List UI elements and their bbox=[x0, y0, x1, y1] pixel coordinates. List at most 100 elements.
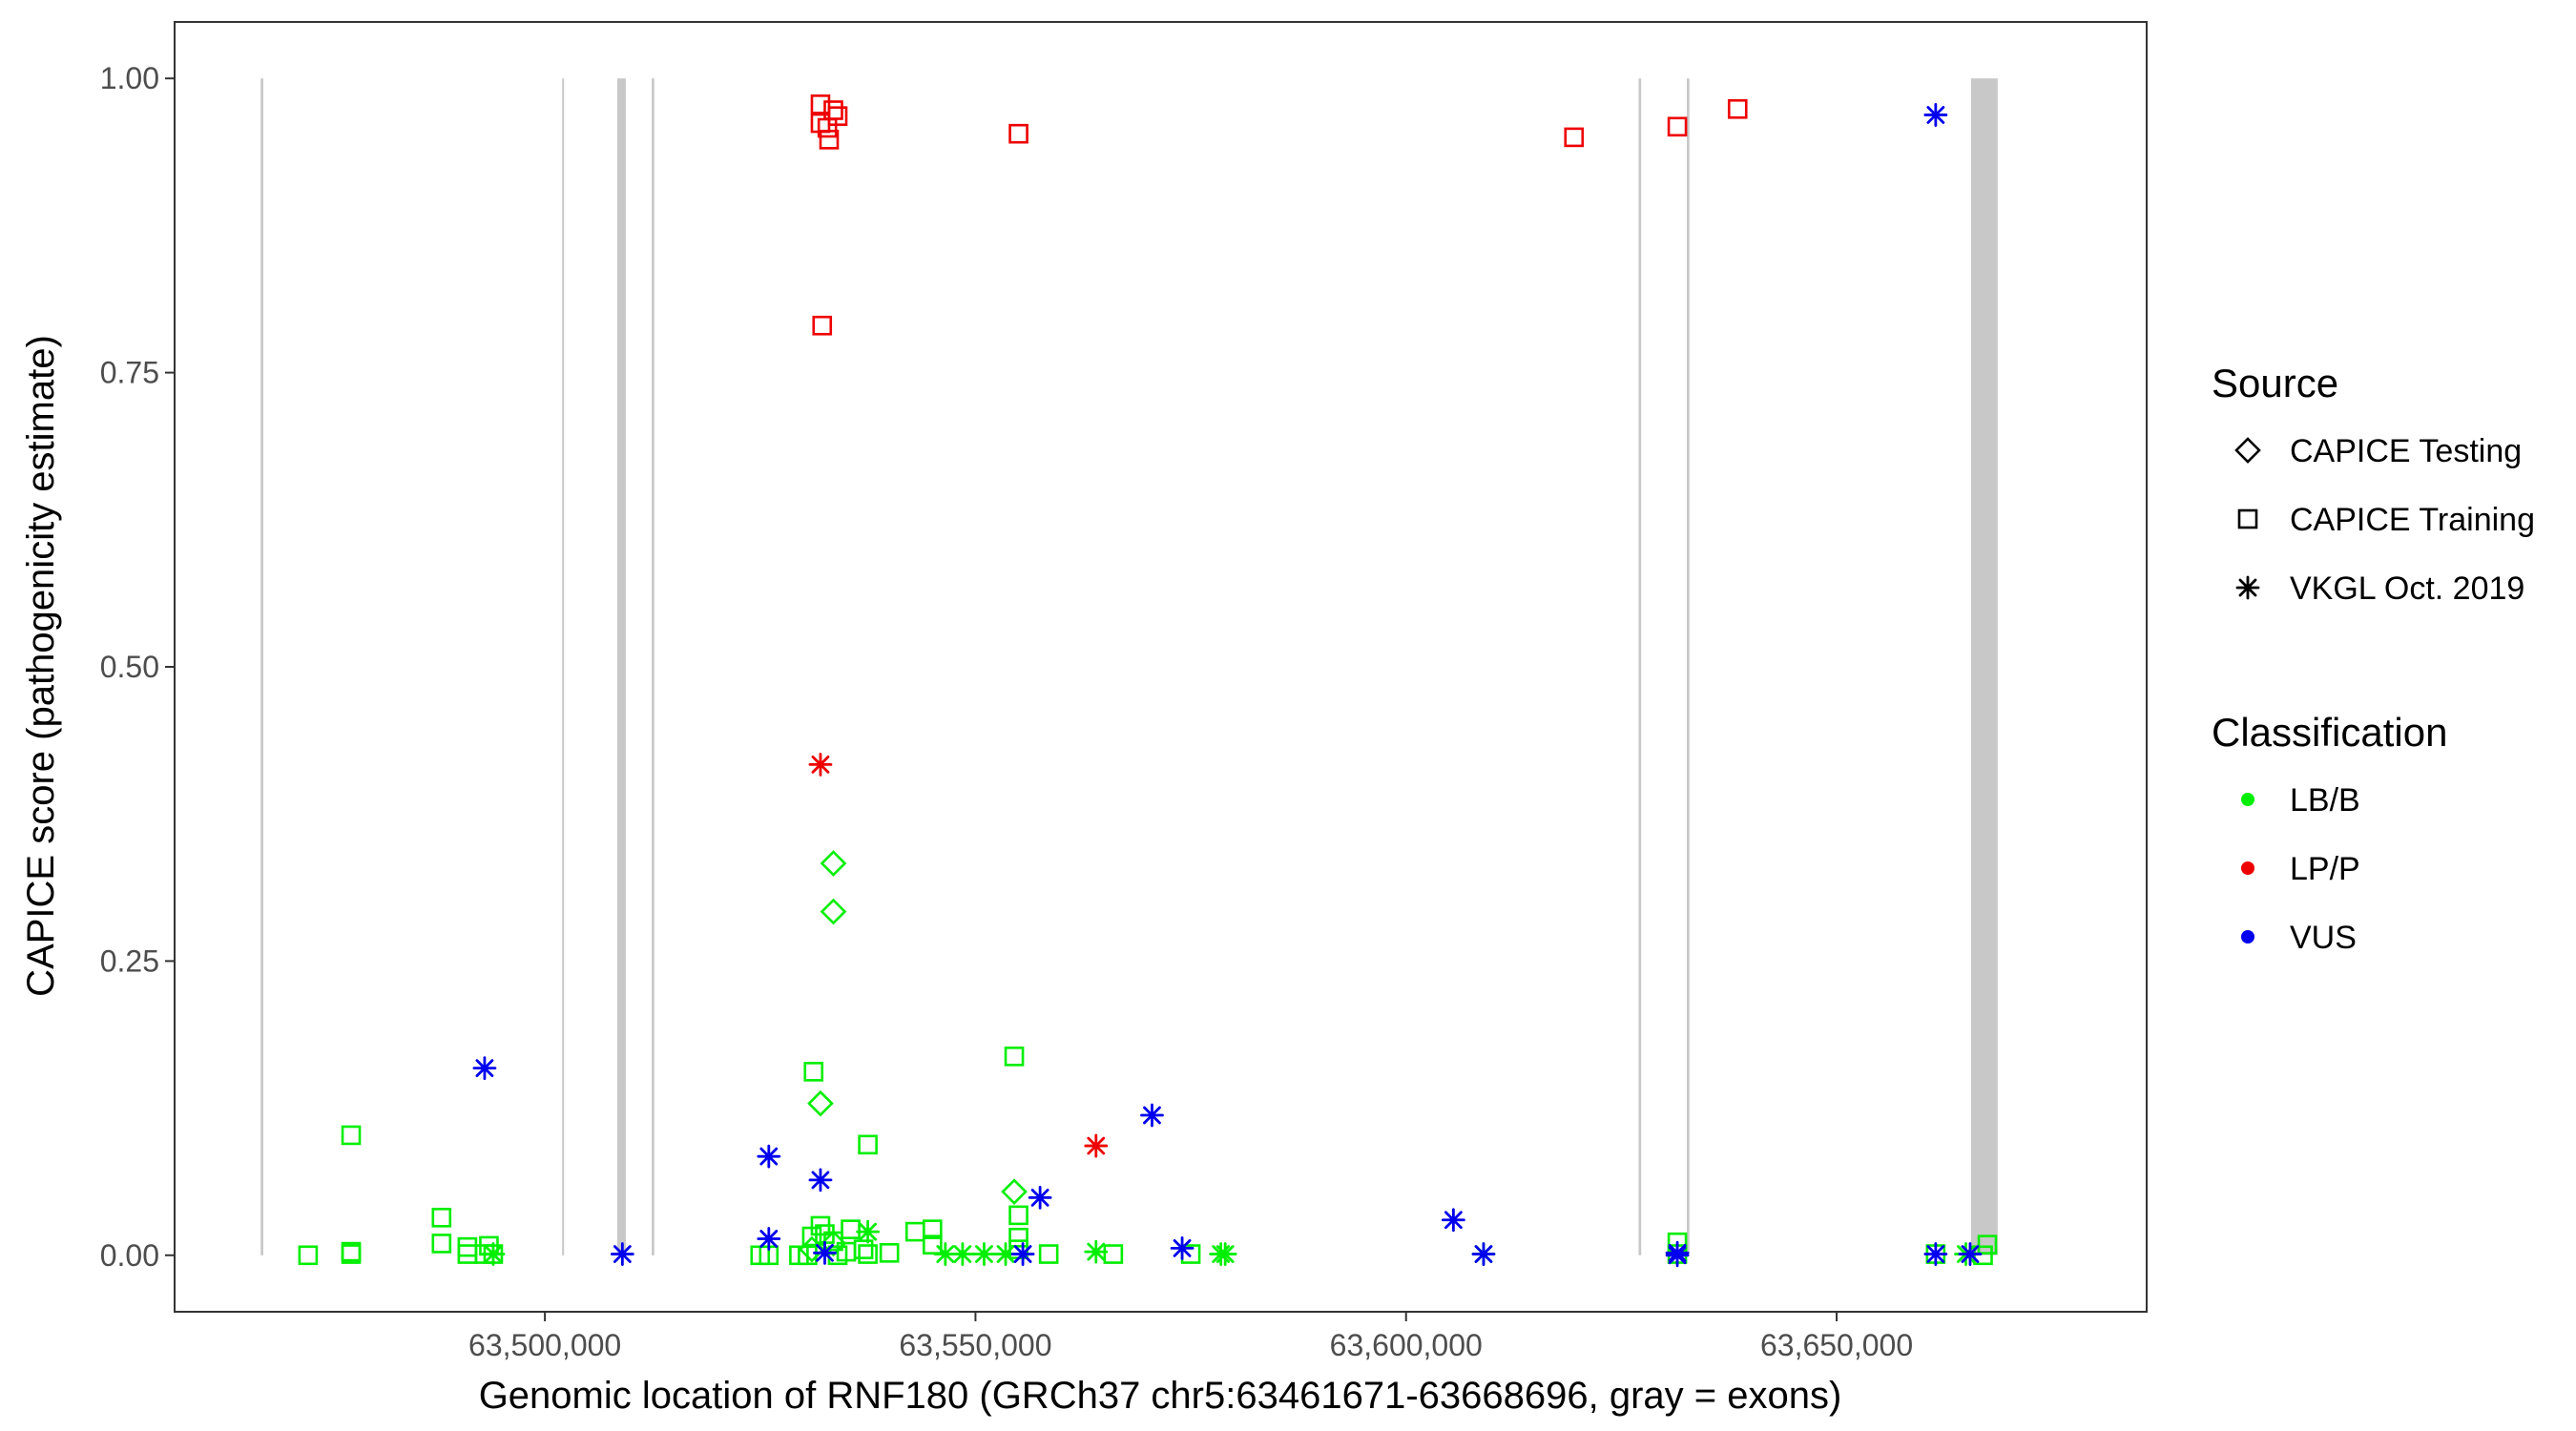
legend-key-square bbox=[2237, 508, 2258, 529]
y-tick-label: 0.00 bbox=[100, 1238, 159, 1273]
legend-key-diamond bbox=[2234, 437, 2261, 464]
data-point bbox=[757, 1227, 781, 1251]
y-tick-label: 1.00 bbox=[100, 61, 159, 95]
data-point bbox=[993, 1242, 1018, 1266]
point-layer bbox=[298, 94, 1998, 1268]
data-point bbox=[819, 130, 840, 150]
data-point bbox=[1923, 1242, 1948, 1266]
data-point bbox=[1213, 1242, 1237, 1266]
data-point bbox=[481, 1242, 506, 1266]
data-point bbox=[1564, 127, 1585, 148]
x-tick-label: 63,650,000 bbox=[1760, 1328, 1913, 1362]
data-point bbox=[810, 94, 831, 114]
data-point bbox=[1084, 1133, 1109, 1158]
legend-key-dot bbox=[2241, 861, 2254, 875]
data-point bbox=[858, 1244, 878, 1264]
data-point bbox=[1140, 1103, 1164, 1128]
exon-layer bbox=[260, 78, 1998, 1255]
data-point bbox=[1665, 1243, 1690, 1268]
data-point bbox=[1958, 1242, 1983, 1266]
data-point bbox=[1103, 1244, 1124, 1264]
data-point bbox=[923, 1219, 943, 1239]
data-point bbox=[803, 1062, 824, 1082]
data-point bbox=[431, 1208, 452, 1228]
exon-band bbox=[1687, 78, 1690, 1255]
data-point bbox=[1008, 123, 1028, 144]
legend-key-dot bbox=[2241, 930, 2254, 944]
data-point bbox=[950, 1242, 975, 1266]
data-point bbox=[1001, 1178, 1028, 1206]
data-point bbox=[812, 315, 833, 336]
data-point bbox=[1028, 1185, 1052, 1210]
legend-key-asterisk bbox=[2235, 575, 2260, 600]
data-point bbox=[1008, 1205, 1028, 1226]
data-point bbox=[1923, 103, 1948, 127]
legend-label: CAPICE Testing bbox=[2290, 433, 2522, 469]
x-tick-label: 63,550,000 bbox=[899, 1328, 1051, 1362]
data-point bbox=[820, 850, 847, 877]
data-point bbox=[610, 1242, 634, 1266]
data-point bbox=[472, 1056, 497, 1081]
data-point bbox=[1010, 1242, 1035, 1266]
legend-label: LP/P bbox=[2290, 851, 2360, 887]
legend-layer: Source CAPICE Testing CAPICE Training VKGL … bbox=[2212, 361, 2535, 956]
data-point bbox=[933, 1242, 958, 1266]
legend-label: VUS bbox=[2290, 920, 2357, 956]
legend-title: Classification bbox=[2212, 710, 2447, 755]
data-point bbox=[1471, 1242, 1496, 1266]
data-point bbox=[1667, 116, 1688, 137]
data-point bbox=[808, 1168, 833, 1192]
y-axis-title: CAPICE score (pathogenicity estimate) bbox=[20, 335, 62, 997]
series-LPP-asterisk bbox=[808, 752, 1109, 1158]
data-point bbox=[823, 100, 843, 120]
x-tick-label: 63,600,000 bbox=[1330, 1328, 1483, 1362]
data-point bbox=[1441, 1208, 1465, 1233]
axis-layer: 0.00 0.25 0.50 0.75 1.00 63,500,000 63,550,000… bbox=[100, 61, 1913, 1362]
exon-band bbox=[616, 78, 626, 1255]
data-point bbox=[1170, 1235, 1195, 1260]
data-point bbox=[808, 752, 833, 777]
data-point bbox=[1084, 1239, 1109, 1264]
data-point bbox=[298, 1245, 319, 1266]
data-point bbox=[972, 1242, 996, 1266]
data-point bbox=[341, 1125, 362, 1146]
data-point bbox=[1977, 1234, 1998, 1255]
data-point bbox=[1727, 98, 1748, 119]
x-tick-label: 63,500,000 bbox=[468, 1328, 621, 1362]
data-point bbox=[841, 1219, 861, 1239]
legend-title: Source bbox=[2212, 361, 2338, 405]
data-point bbox=[858, 1134, 878, 1155]
legend-label: CAPICE Training bbox=[2290, 502, 2535, 538]
data-point bbox=[827, 106, 848, 126]
data-point bbox=[923, 1234, 943, 1255]
data-point bbox=[1038, 1244, 1059, 1264]
data-point bbox=[879, 1243, 900, 1263]
exon-band bbox=[562, 78, 565, 1255]
data-point bbox=[853, 1239, 874, 1259]
plot-panel bbox=[174, 21, 2148, 1313]
legend-label: VKGL Oct. 2019 bbox=[2290, 570, 2524, 607]
data-point bbox=[820, 898, 847, 925]
exon-band bbox=[1638, 78, 1642, 1255]
x-axis-title: Genomic location of RNF180 (GRCh37 chr5:… bbox=[479, 1375, 1842, 1417]
data-point bbox=[798, 1245, 818, 1266]
legend-key-dot bbox=[2241, 793, 2254, 806]
series-LPP-square bbox=[810, 94, 1748, 336]
exon-band bbox=[260, 78, 263, 1255]
data-point bbox=[341, 1244, 362, 1264]
data-point bbox=[807, 1089, 834, 1117]
y-tick-label: 0.75 bbox=[100, 356, 159, 390]
data-point bbox=[1008, 1227, 1028, 1248]
data-point bbox=[757, 1144, 781, 1169]
legend-label: LB/B bbox=[2290, 782, 2360, 819]
exon-band bbox=[652, 78, 654, 1255]
series-VUS-asterisk bbox=[472, 103, 1983, 1268]
data-point bbox=[1004, 1047, 1025, 1067]
y-tick-label: 0.50 bbox=[100, 650, 159, 684]
y-tick-label: 0.25 bbox=[100, 944, 159, 978]
data-point bbox=[431, 1234, 452, 1254]
data-point bbox=[856, 1219, 881, 1244]
exon-band bbox=[1970, 78, 1998, 1255]
data-point bbox=[813, 1240, 837, 1265]
